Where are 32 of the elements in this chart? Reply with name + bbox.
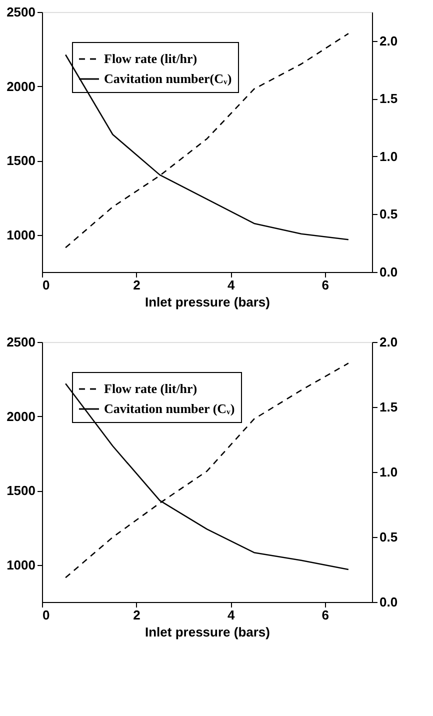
y-tick-label: 2000 [6,78,36,94]
y-tick-label: 1000 [6,557,36,572]
x-tick-label: 0 [42,278,50,292]
x-tick-label: 2 [133,608,140,622]
x-tick-label: 4 [227,608,236,622]
y2-tick-label: 1.0 [380,464,398,480]
x-tick-label: 6 [322,278,329,292]
legend-label: Cavitation number (Cᵥ) [104,401,235,416]
y-tick-label: 2000 [6,408,36,424]
legend-label: Flow rate (lit/hr) [104,381,198,396]
x-tick-label: 2 [133,278,140,292]
y2-tick-label: 2.0 [380,33,398,48]
y-tick-label: 2500 [6,334,36,350]
y-tick-label: 1500 [6,153,36,168]
x-tick-label: 0 [42,608,50,622]
x-tick-label: 4 [227,278,236,292]
y2-tick-label: 1.0 [380,148,398,164]
y2-tick-label: 0.5 [380,530,398,544]
y2-tick-label: 0.0 [380,594,398,610]
legend-label: Cavitation number(Cᵥ) [104,71,232,86]
x-axis-title: Inlet pressure (bars) [145,624,270,640]
y2-tick-label: 0.5 [380,206,398,222]
y2-tick-label: 2.0 [380,334,398,350]
y2-tick-label: 0.0 [380,264,398,280]
y-tick-label: 1000 [6,227,36,242]
x-axis-title: Inlet pressure (bars) [145,294,270,310]
y2-tick-label: 1.5 [380,91,398,106]
y2-tick-label: 1.5 [380,400,398,414]
y-tick-label: 2500 [6,4,36,20]
x-tick-label: 6 [322,608,329,622]
legend-label: Flow rate (lit/hr) [104,51,198,66]
y-tick-label: 1500 [6,483,36,498]
